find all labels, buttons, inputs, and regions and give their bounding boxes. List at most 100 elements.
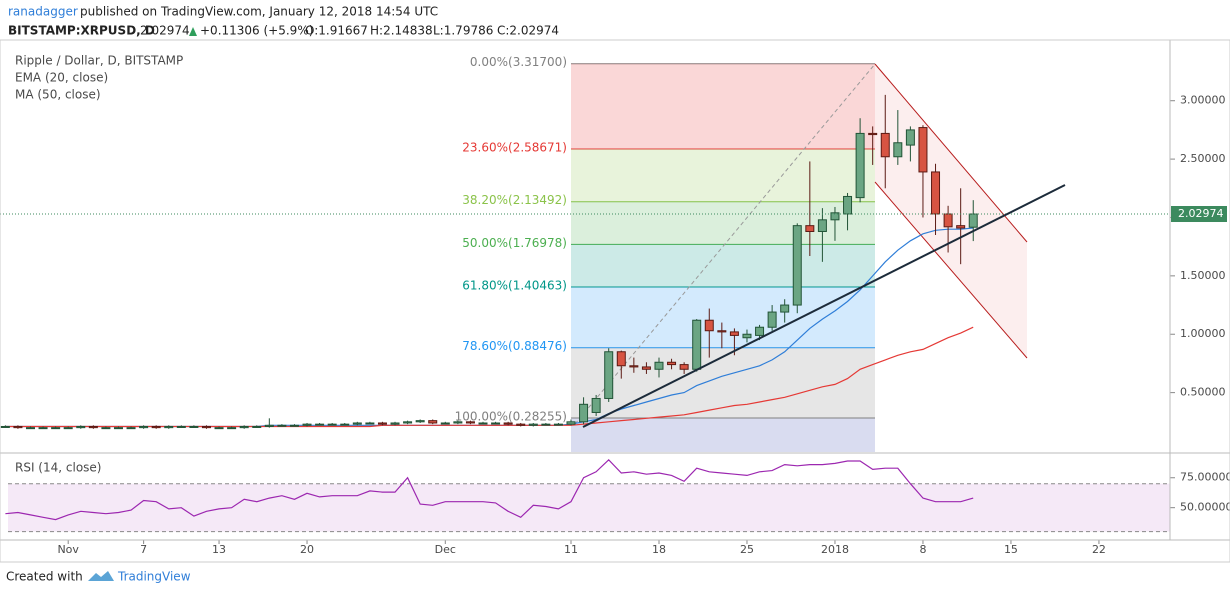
last-price: 2.02974	[140, 24, 190, 38]
x-tick-label: Dec	[435, 543, 456, 556]
candle-body	[63, 427, 73, 430]
fib-label: 0.00%(3.31700)	[470, 55, 567, 69]
fib-band	[571, 63, 875, 149]
x-tick-label: 25	[740, 543, 754, 556]
candle-body	[13, 425, 23, 429]
candle-body	[905, 129, 915, 146]
candle-body	[893, 142, 903, 158]
candle-body	[76, 425, 86, 429]
candle-body	[239, 425, 249, 429]
fib-extension	[571, 418, 875, 452]
candle-body	[252, 425, 262, 428]
candle-body	[591, 397, 601, 413]
last-price-label: 2.02974	[1178, 207, 1224, 220]
x-tick-label: 20	[300, 543, 314, 556]
publisher[interactable]: ranadagger	[8, 5, 78, 19]
candle-body	[516, 423, 526, 426]
fib-label: 38.20%(2.13492)	[462, 193, 567, 207]
last-price-box	[1171, 206, 1227, 223]
candle-body	[465, 421, 475, 424]
candle-body	[616, 351, 626, 367]
candle-body	[780, 304, 790, 313]
candle-body	[88, 425, 98, 429]
candle-body	[289, 424, 299, 427]
candle-body	[918, 127, 928, 173]
open: O:1.91667	[305, 24, 368, 38]
candle-body	[25, 427, 35, 430]
candle-body	[403, 421, 413, 424]
change: +0.11306 (+5.9%)	[200, 24, 313, 38]
y-tick-label: 1.00000	[1180, 327, 1226, 340]
low: L:1.79786	[433, 24, 493, 38]
candle-body	[855, 132, 865, 199]
candle-body	[327, 423, 337, 426]
candle-body	[189, 425, 199, 428]
candle-body	[805, 225, 815, 232]
candle-body	[843, 195, 853, 215]
x-tick-label: 8	[919, 543, 926, 556]
frame	[0, 39, 1230, 563]
fib-band	[571, 286, 875, 348]
candle-body	[176, 425, 186, 428]
fib-band	[571, 148, 875, 202]
candle-body	[302, 423, 312, 426]
line-series	[5, 458, 974, 521]
brand[interactable]: TradingView	[117, 570, 191, 584]
rsi-title: RSI (14, close)	[15, 461, 101, 475]
x-tick-label: 7	[140, 543, 147, 556]
candle-body	[478, 422, 488, 425]
candle-body	[792, 225, 802, 306]
fib-band	[571, 201, 875, 245]
candle-body	[880, 132, 890, 158]
candle-body	[227, 427, 237, 430]
candle-body	[277, 424, 287, 427]
candle-body	[415, 420, 425, 423]
rsi-band	[8, 483, 1170, 532]
candle-body	[377, 422, 387, 425]
candle-body	[214, 427, 224, 430]
candle-body	[365, 422, 375, 425]
logo	[88, 571, 114, 581]
x-tick-label: 22	[1092, 543, 1106, 556]
candle-body	[541, 423, 551, 426]
fib-label: 100.00%(0.28255)	[455, 410, 567, 424]
candle-body	[641, 366, 651, 370]
fib-label: 78.60%(0.88476)	[462, 339, 567, 353]
candle-body	[604, 351, 614, 399]
trendline	[582, 184, 1066, 428]
candle-body	[51, 427, 61, 430]
candle-body	[704, 319, 714, 332]
legend-ema: EMA (20, close)	[15, 71, 108, 85]
y-tick-label: 2.50000	[1180, 152, 1226, 165]
candle-body	[503, 422, 513, 425]
candle-body	[742, 333, 752, 339]
x-tick-label: 18	[652, 543, 666, 556]
candle-body	[956, 225, 966, 229]
candle-body	[553, 423, 563, 426]
fib-band	[571, 244, 875, 287]
candle-body	[931, 171, 941, 215]
x-tick-label: 2018	[821, 543, 849, 556]
candle-body	[315, 423, 325, 426]
candle-body	[566, 421, 576, 425]
candle-body	[667, 361, 677, 366]
fib-label: 50.00%(1.76978)	[462, 236, 567, 250]
candle-body	[390, 422, 400, 425]
candle-body	[201, 425, 211, 429]
legend-ma: MA (50, close)	[15, 88, 101, 102]
y-tick-label: 50.00000	[1180, 501, 1230, 514]
published: published on TradingView.com, January 12…	[80, 5, 438, 19]
candle-body	[868, 132, 878, 136]
candle-body	[0, 425, 10, 428]
candle-body	[692, 319, 702, 370]
candle-body	[126, 427, 136, 430]
x-tick-label: 15	[1004, 543, 1018, 556]
up-arrow	[189, 27, 197, 36]
candle-body	[340, 423, 350, 426]
candle-body	[817, 219, 827, 232]
x-tick-label: 11	[564, 543, 578, 556]
candle-body	[101, 427, 111, 430]
